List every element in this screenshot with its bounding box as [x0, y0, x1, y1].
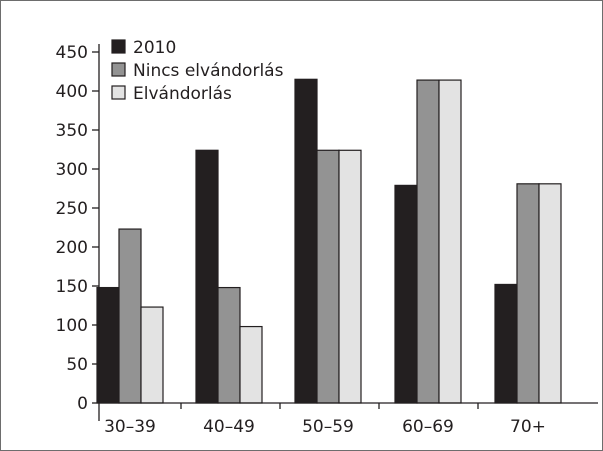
legend-swatch-1 — [111, 62, 126, 77]
y-tick-label-150: 150 — [56, 277, 88, 297]
bar-nincs-elvandorlas-3 — [416, 79, 440, 404]
y-tick-label-50: 50 — [66, 355, 88, 375]
legend: 2010 Nincs elvándorlás Elvándorlás — [111, 38, 284, 104]
bar-2010-2 — [294, 78, 318, 404]
x-category-label-2: 50–59 — [302, 417, 354, 437]
y-tick-label-450: 450 — [56, 43, 88, 63]
bar-nincs-elvandorlas-1 — [217, 286, 241, 404]
legend-swatch-0 — [111, 39, 126, 54]
bar-elvandorlas-0 — [140, 306, 164, 404]
bar-elvandorlas-3 — [438, 79, 462, 404]
bar-nincs-elvandorlas-0 — [118, 228, 142, 404]
bar-nincs-elvandorlas-2 — [316, 149, 340, 404]
x-category-label-3: 60–69 — [402, 417, 454, 437]
bar-elvandorlas-2 — [338, 149, 362, 404]
y-tick-label-0: 0 — [77, 394, 88, 414]
bar-elvandorlas-4 — [538, 183, 562, 404]
y-tick-label-300: 300 — [56, 160, 88, 180]
y-tick-label-200: 200 — [56, 238, 88, 258]
x-category-label-4: 70+ — [510, 417, 546, 437]
y-tick-label-100: 100 — [56, 316, 88, 336]
y-tick-label-350: 350 — [56, 121, 88, 141]
y-tick-label-400: 400 — [56, 82, 88, 102]
axes-group: 0 50 100 150 200 250 300 350 400 450 30–39 40–49 50–… — [56, 43, 598, 437]
legend-label-1: Nincs elvándorlás — [133, 61, 284, 81]
legend-label-0: 2010 — [133, 38, 176, 58]
x-category-label-0: 30–39 — [104, 417, 156, 437]
bar-nincs-elvandorlas-4 — [516, 183, 540, 404]
legend-label-2: Elvándorlás — [133, 84, 232, 104]
y-tick-label-250: 250 — [56, 199, 88, 219]
bar-2010-1 — [195, 149, 219, 404]
bar-elvandorlas-1 — [239, 325, 263, 404]
legend-swatch-2 — [111, 85, 126, 100]
bars-group — [96, 78, 562, 404]
bar-2010-0 — [96, 286, 120, 404]
bar-2010-3 — [394, 184, 418, 404]
x-category-label-1: 40–49 — [203, 417, 255, 437]
bar-2010-4 — [494, 283, 518, 404]
